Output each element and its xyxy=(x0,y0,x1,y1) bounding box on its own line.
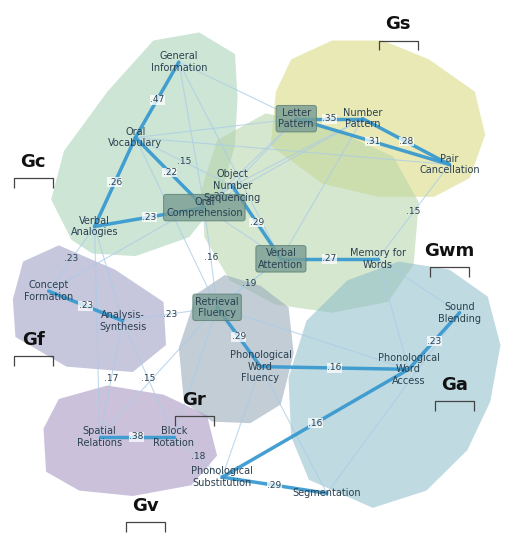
Text: Block
Rotation: Block Rotation xyxy=(153,426,194,448)
Text: .15: .15 xyxy=(406,207,421,216)
Text: .35: .35 xyxy=(322,114,337,123)
Text: Retrieval
Fluency: Retrieval Fluency xyxy=(195,296,239,318)
Text: Number
Pattern: Number Pattern xyxy=(343,108,382,129)
Text: Concept
Formation: Concept Formation xyxy=(24,280,73,302)
Polygon shape xyxy=(13,245,166,372)
Text: .29: .29 xyxy=(232,333,246,342)
Polygon shape xyxy=(289,261,501,508)
Text: Memory for
Words: Memory for Words xyxy=(350,248,406,270)
Text: Phonological
Substitution: Phonological Substitution xyxy=(191,466,253,488)
Text: General
Information: General Information xyxy=(151,51,207,73)
Text: .22: .22 xyxy=(163,168,177,177)
Text: Gr: Gr xyxy=(182,391,206,409)
Text: Object
Number
Sequencing: Object Number Sequencing xyxy=(204,169,261,202)
Text: Ga: Ga xyxy=(441,376,468,394)
Text: Oral
Vocabulary: Oral Vocabulary xyxy=(108,126,163,148)
Text: .16: .16 xyxy=(204,253,218,262)
Text: .15: .15 xyxy=(177,157,191,166)
Text: .28: .28 xyxy=(399,137,413,146)
Text: Gv: Gv xyxy=(132,497,159,515)
Text: .17: .17 xyxy=(104,374,118,383)
Text: .29: .29 xyxy=(267,481,282,490)
Text: Phonological
Word
Fluency: Phonological Word Fluency xyxy=(230,350,291,383)
Polygon shape xyxy=(271,41,485,197)
Text: .29: .29 xyxy=(250,218,264,227)
Text: .19: .19 xyxy=(242,279,256,288)
Polygon shape xyxy=(202,113,419,313)
Text: Gwm: Gwm xyxy=(424,242,475,260)
Text: .23: .23 xyxy=(142,212,157,222)
Text: Pair
Cancellation: Pair Cancellation xyxy=(419,153,480,175)
Text: .15: .15 xyxy=(141,374,155,383)
Text: .23: .23 xyxy=(163,310,177,318)
Text: Spatial
Relations: Spatial Relations xyxy=(77,426,122,448)
Text: .22: .22 xyxy=(212,192,226,201)
Text: .31: .31 xyxy=(366,137,380,146)
Text: .27: .27 xyxy=(322,254,337,263)
Text: .38: .38 xyxy=(130,432,144,441)
Text: Verbal
Attention: Verbal Attention xyxy=(258,248,304,270)
Text: Letter
Pattern: Letter Pattern xyxy=(279,108,314,129)
Text: Phonological
Word
Access: Phonological Word Access xyxy=(378,353,440,386)
Text: .23: .23 xyxy=(427,337,441,345)
Text: .23: .23 xyxy=(65,254,79,263)
Text: .16: .16 xyxy=(308,419,322,428)
Polygon shape xyxy=(43,386,217,496)
Text: .47: .47 xyxy=(150,95,164,104)
Text: .23: .23 xyxy=(79,301,93,311)
Text: Verbal
Analogies: Verbal Analogies xyxy=(71,216,118,237)
Polygon shape xyxy=(51,32,238,256)
Text: Gs: Gs xyxy=(386,15,411,34)
Text: .26: .26 xyxy=(108,178,122,186)
Text: Oral
Comprehension: Oral Comprehension xyxy=(166,197,243,218)
Text: Gc: Gc xyxy=(20,153,46,171)
Text: .16: .16 xyxy=(327,364,342,372)
Polygon shape xyxy=(179,275,294,424)
Text: Analysis-
Synthesis: Analysis- Synthesis xyxy=(99,310,146,332)
Text: Gf: Gf xyxy=(22,331,45,349)
Text: Sound
Blending: Sound Blending xyxy=(438,302,481,323)
Text: Segmentation: Segmentation xyxy=(293,488,361,498)
Text: .18: .18 xyxy=(191,453,205,461)
